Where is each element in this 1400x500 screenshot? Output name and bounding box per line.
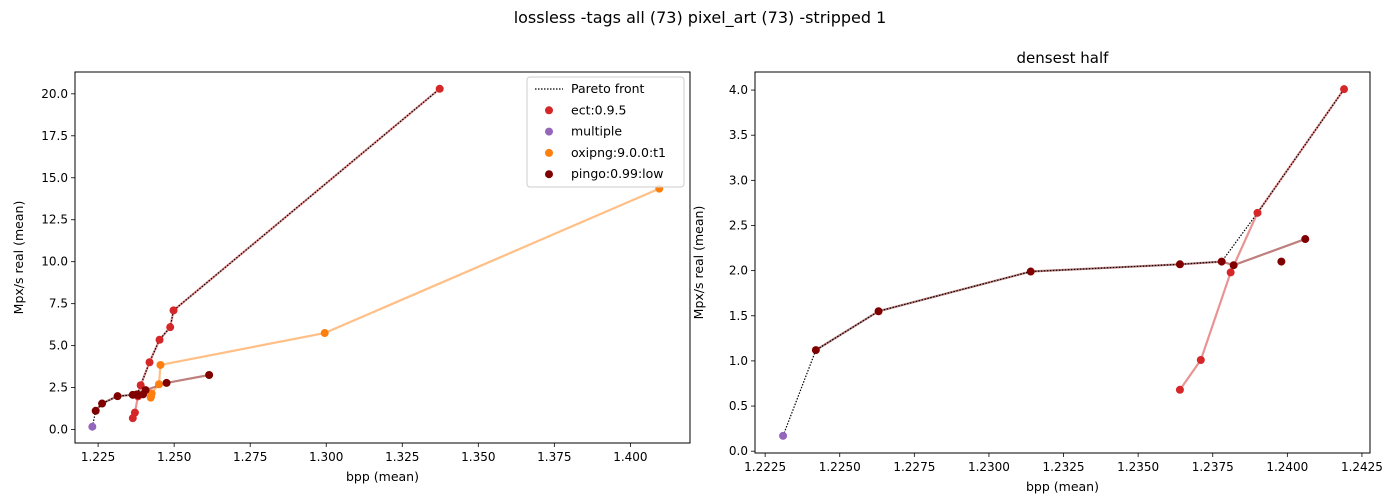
pareto-front-line <box>782 88 1345 437</box>
x-tick-label: 1.2325 <box>1043 460 1085 474</box>
data-point <box>1229 261 1238 270</box>
y-tick-label: 2.5 <box>49 381 68 395</box>
data-point <box>1301 235 1310 244</box>
x-tick-label: 1.225 <box>81 450 115 464</box>
legend-label: multiple <box>571 124 622 139</box>
y-tick-label: 10.0 <box>41 255 68 269</box>
y-tick-label: 15.0 <box>41 171 68 185</box>
data-point <box>145 358 154 367</box>
x-tick-label: 1.2275 <box>893 460 935 474</box>
x-tick-label: 1.300 <box>309 450 343 464</box>
y-tick-label: 0.0 <box>49 423 68 437</box>
y-tick-label: 20.0 <box>41 87 68 101</box>
data-point <box>205 371 214 380</box>
y-tick-label: 0.5 <box>729 399 748 413</box>
x-tick-label: 1.2350 <box>1117 460 1159 474</box>
left-plot: 1.225 1.250 1.275 1.300 1.325 1.350 1.375 1.400… <box>11 71 691 484</box>
data-point <box>1340 85 1349 94</box>
data-point <box>1217 257 1226 266</box>
data-point <box>155 335 164 344</box>
data-point <box>1175 260 1184 269</box>
data-point <box>147 389 156 398</box>
right-plot: 1.2225 1.2250 1.2275 1.2300 1.2325 1.2350 1.23… <box>691 49 1383 494</box>
x-axis-label: bpp (mean) <box>346 469 419 484</box>
legend-marker <box>545 148 553 157</box>
axes-frame <box>754 71 1371 454</box>
x-tick-label: 1.2400 <box>1266 460 1308 474</box>
legend-box <box>526 76 685 188</box>
y-tick-label: 7.5 <box>49 297 68 311</box>
data-point <box>435 84 444 93</box>
series-line <box>149 187 660 398</box>
series-line <box>131 87 441 419</box>
pareto-front-line <box>91 88 441 427</box>
plot-title: densest half <box>1017 49 1110 67</box>
y-tick-label: 0.0 <box>729 444 748 458</box>
x-tick-label: 1.325 <box>385 450 419 464</box>
x-tick-label: 1.2250 <box>819 460 861 474</box>
legend-marker <box>545 106 553 115</box>
y-tick-label: 3.5 <box>729 128 748 142</box>
y-tick-label: 1.5 <box>729 309 748 323</box>
x-tick-label: 1.250 <box>157 450 191 464</box>
legend: Pareto front ect:0.9.5 multiple oxipng:9.0.… <box>526 76 685 188</box>
x-tick-label: 1.2225 <box>744 460 786 474</box>
data-point <box>130 408 139 417</box>
data-point <box>1026 267 1035 276</box>
x-tick-label: 1.350 <box>461 450 495 464</box>
data-point <box>154 380 163 389</box>
y-tick-label: 17.5 <box>41 129 68 143</box>
y-tick-label: 12.5 <box>41 213 68 227</box>
legend-marker <box>545 127 553 136</box>
data-point <box>156 360 165 369</box>
legend-marker <box>545 170 553 179</box>
legend-label: ect:0.9.5 <box>571 102 626 117</box>
y-tick-label: 2.0 <box>729 264 748 278</box>
data-point <box>1226 268 1235 277</box>
data-point <box>113 392 122 401</box>
x-axis-label: bpp (mean) <box>1026 479 1099 494</box>
y-tick-label: 2.5 <box>729 218 748 232</box>
series-line <box>815 237 1306 352</box>
figure-title: lossless -tags all (73) pixel_art (73) -… <box>514 8 887 28</box>
data-point <box>141 386 150 395</box>
y-axis-label: Mpx/s real (mean) <box>691 206 706 320</box>
x-tick-label: 1.2425 <box>1341 460 1383 474</box>
data-point <box>136 381 145 390</box>
data-point <box>1253 208 1262 217</box>
legend-label: pingo:0.99:low <box>571 166 664 181</box>
y-tick-label: 4.0 <box>729 83 748 97</box>
data-point <box>88 422 97 431</box>
y-tick-label: 3.0 <box>729 173 748 187</box>
data-point <box>874 307 883 316</box>
legend-label: oxipng:9.0.0:t1 <box>571 145 666 160</box>
data-point <box>811 346 820 355</box>
data-point <box>169 306 178 315</box>
data-point <box>166 323 175 332</box>
legend-label: Pareto front <box>571 81 645 96</box>
data-point <box>1277 257 1286 266</box>
data-point <box>779 431 788 440</box>
data-point <box>98 399 107 408</box>
data-point <box>320 329 329 338</box>
y-tick-label: 1.0 <box>729 354 748 368</box>
y-tick-label: 5.0 <box>49 339 68 353</box>
data-point <box>1175 385 1184 394</box>
series-line <box>1179 88 1345 391</box>
x-tick-label: 1.275 <box>233 450 267 464</box>
data-point <box>162 378 171 387</box>
x-tick-label: 1.400 <box>613 450 647 464</box>
data-point <box>1196 356 1205 365</box>
x-tick-label: 1.2375 <box>1192 460 1234 474</box>
x-tick-label: 1.375 <box>537 450 571 464</box>
x-tick-label: 1.2300 <box>968 460 1010 474</box>
y-axis-label: Mpx/s real (mean) <box>11 201 26 315</box>
data-point <box>91 406 100 415</box>
axes-frame <box>74 71 691 444</box>
